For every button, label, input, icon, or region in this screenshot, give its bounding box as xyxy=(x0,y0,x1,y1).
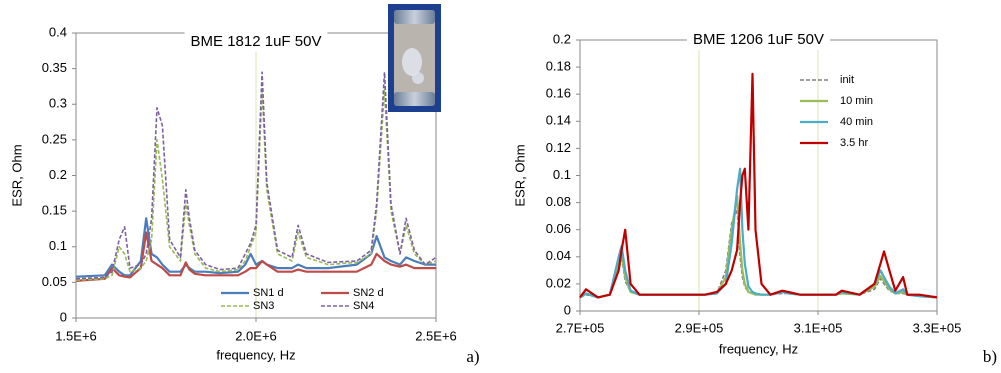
y-tick-label: 0.15 xyxy=(42,203,67,218)
chip-terminal xyxy=(394,10,435,24)
y-tick-label: 0.04 xyxy=(546,248,571,263)
inset-photo xyxy=(388,4,441,112)
y-axis-label: ESR, Ohm xyxy=(9,144,24,206)
y-tick-label: 0 xyxy=(564,302,571,317)
y-tick-label: 0.1 xyxy=(553,167,571,182)
chip-terminal xyxy=(394,92,435,106)
legend-label: SN4 xyxy=(353,300,374,312)
chip-defect xyxy=(402,48,422,76)
y-tick-label: 0.18 xyxy=(546,59,571,74)
y-tick-label: 0.3 xyxy=(49,96,67,111)
series-line xyxy=(579,194,938,299)
y-tick-label: 0.14 xyxy=(546,113,571,128)
y-tick-label: 0.12 xyxy=(546,140,571,155)
y-tick-label: 0.02 xyxy=(546,275,571,290)
y-tick-label: 0.2 xyxy=(553,31,571,46)
series-line xyxy=(579,167,938,299)
chart-title: BME 1206 1uF 50V xyxy=(693,31,824,48)
y-tick-label: 0.16 xyxy=(546,86,571,101)
legend-label: SN2 d xyxy=(353,287,384,299)
legend-label: 3.5 hr xyxy=(840,137,868,149)
legend-label: 40 min xyxy=(840,116,873,128)
x-tick-label: 3.3E+05 xyxy=(913,320,962,335)
legend-label: 10 min xyxy=(840,95,873,107)
chart-title: BME 1812 1uF 50V xyxy=(191,33,322,50)
x-axis-label: frequency, Hz xyxy=(719,341,798,356)
y-tick-label: 0.35 xyxy=(42,60,67,75)
legend-label: SN3 xyxy=(253,300,274,312)
y-tick-label: 0.05 xyxy=(42,274,67,289)
y-tick-label: 0.25 xyxy=(42,131,67,146)
x-tick-label: 3.1E+05 xyxy=(794,320,843,335)
x-tick-label: 2.5E+6 xyxy=(415,328,457,343)
series-line xyxy=(75,89,437,281)
y-tick-label: 0.2 xyxy=(49,167,67,182)
chip-defect xyxy=(412,72,424,84)
title-background xyxy=(687,30,830,50)
series-line xyxy=(579,72,938,299)
x-tick-label: 2.0E+6 xyxy=(235,328,277,343)
panel-label: b) xyxy=(983,347,997,366)
x-tick-label: 2.9E+05 xyxy=(675,320,724,335)
legend-label: init xyxy=(840,74,854,86)
plot-frame xyxy=(579,39,938,312)
series-line xyxy=(75,217,436,278)
x-axis-label: frequency, Hz xyxy=(216,347,295,362)
y-axis-label: ESR, Ohm xyxy=(512,144,527,206)
y-tick-label: 0.06 xyxy=(546,221,571,236)
y-tick-label: 0.4 xyxy=(49,24,67,39)
y-tick-label: 0 xyxy=(60,309,67,324)
x-tick-label: 1.5E+6 xyxy=(55,328,97,343)
panel-label: a) xyxy=(466,347,479,366)
series-line xyxy=(75,71,437,280)
x-tick-label: 2.7E+05 xyxy=(556,320,605,335)
series-line xyxy=(75,231,436,282)
y-tick-label: 0.1 xyxy=(49,238,67,253)
title-background xyxy=(184,32,328,52)
legend-label: SN1 d xyxy=(253,287,284,299)
y-tick-label: 0.08 xyxy=(546,194,571,209)
